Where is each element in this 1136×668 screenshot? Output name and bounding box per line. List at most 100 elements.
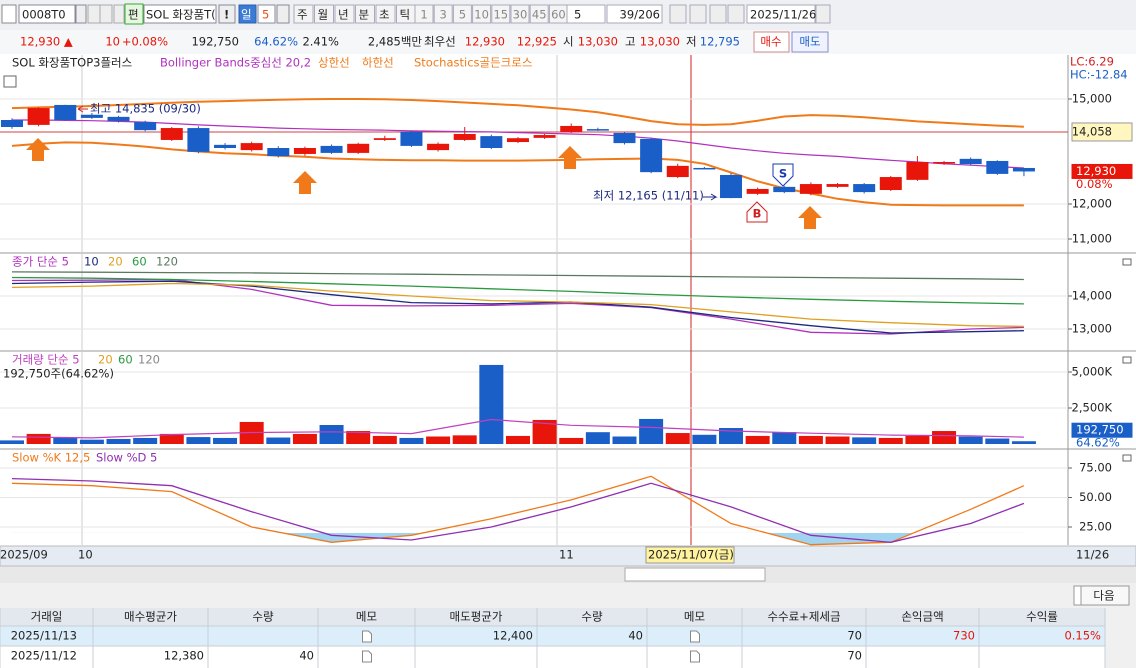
period-button[interactable] (334, 4, 355, 24)
icon-button[interactable] (727, 4, 745, 24)
memo-icon[interactable] (362, 650, 372, 663)
volume-bar (346, 431, 371, 444)
column-header: 수익률 (1026, 610, 1058, 624)
candle-body (666, 165, 689, 178)
dropdown[interactable] (276, 4, 290, 24)
minute-button[interactable] (529, 4, 549, 24)
alert-button[interactable] (218, 4, 236, 24)
dropdown[interactable] (113, 4, 125, 24)
memo-icon[interactable] (690, 650, 700, 663)
icon-button[interactable] (99, 4, 113, 24)
date-label: 2025/09 (0, 548, 48, 562)
period-button[interactable] (293, 4, 314, 24)
icon-button[interactable] (689, 4, 707, 24)
table-cell: 40 (299, 649, 314, 663)
minute: 45 (532, 8, 547, 22)
candle-body (693, 167, 716, 170)
buy-button[interactable] (753, 31, 790, 53)
period-button[interactable] (355, 4, 375, 24)
minute-button[interactable] (414, 4, 434, 24)
edit-button[interactable] (124, 3, 144, 25)
volume-bar (745, 435, 770, 444)
volume-title: 거래량 단순 5 (12, 353, 80, 367)
candle-body (320, 145, 343, 153)
calendar-button[interactable] (815, 4, 831, 24)
minute-button[interactable] (491, 4, 511, 24)
next-button[interactable] (1080, 585, 1130, 606)
ma-line (11, 276, 1024, 305)
table-cell: 0.15% (1064, 629, 1101, 643)
quote-high_label: 고 (625, 35, 636, 49)
y-tick-label: 13,000 (1072, 322, 1112, 336)
name-input[interactable] (143, 4, 217, 24)
volume-bar (612, 436, 637, 444)
icon-button[interactable] (669, 4, 687, 24)
column-header: 수수료+제세금 (767, 610, 840, 624)
candle-body (453, 134, 476, 140)
quote-low: 12,795 (700, 35, 740, 49)
dropdown[interactable] (75, 4, 87, 24)
icon-button[interactable] (87, 4, 101, 24)
legend-name: SOL 화장품TOP3플러스 (12, 56, 132, 70)
panel-icon[interactable] (1122, 356, 1132, 364)
volume-bar (133, 437, 158, 444)
date: 2025/11/26 (750, 8, 816, 22)
table-scrollbar (1105, 608, 1136, 668)
tool-row (0, 583, 1136, 608)
quote-best_label: 최우선 (424, 35, 456, 49)
y-tick-label: 15,000 (1072, 91, 1112, 105)
minute-button[interactable] (472, 4, 492, 24)
next[interactable]: 다음 (1093, 589, 1114, 603)
date-input[interactable] (746, 4, 816, 24)
candle-body (933, 162, 956, 164)
candle-body (533, 135, 556, 138)
memo-icon[interactable] (362, 630, 372, 643)
table-cell: 70 (847, 629, 862, 643)
volume-bar (985, 438, 1010, 444)
period-button[interactable] (314, 4, 334, 24)
buy[interactable]: 매수 (760, 35, 781, 49)
table-cell: 12,380 (164, 649, 204, 663)
minute-button[interactable] (510, 4, 530, 24)
memo-icon[interactable] (690, 630, 700, 643)
count-input[interactable] (566, 4, 606, 24)
panel-icon[interactable] (3, 75, 17, 88)
stoch-d-name: Slow %D 5 (96, 451, 157, 465)
range-input[interactable] (606, 4, 663, 24)
volume-bar (559, 437, 584, 444)
scroll-thumb[interactable] (624, 567, 766, 582)
sell[interactable]: 매도 (799, 35, 820, 49)
table-cell: 70 (847, 649, 862, 663)
period-button[interactable] (375, 4, 396, 24)
legend-entry: 20 (108, 255, 123, 269)
period-button[interactable] (238, 4, 257, 24)
volume-bar (1011, 441, 1036, 444)
icon-button[interactable] (709, 4, 727, 24)
signal-arrow (798, 206, 822, 229)
low-note: 최저 12,165 (11/11) (593, 189, 704, 203)
candle-body (879, 177, 902, 191)
panel-icon[interactable] (1122, 454, 1132, 462)
date-label: 11 (559, 548, 574, 562)
panel-icon[interactable] (1122, 258, 1132, 266)
minute-button[interactable] (433, 4, 453, 24)
reference-value: 14,058 (1072, 124, 1112, 138)
minute: 1 (420, 8, 427, 22)
high-arrow (77, 105, 88, 113)
minute-button[interactable] (452, 4, 472, 24)
volume-bar (932, 431, 957, 444)
stoch-d (11, 477, 1025, 543)
y-tick-label: 11,000 (1072, 232, 1112, 246)
legend-upper: 상한선 (318, 56, 350, 70)
low-arrow (703, 193, 718, 201)
period-n[interactable] (257, 4, 276, 24)
buy-marker (746, 201, 768, 223)
y-tick-label: 14,000 (1072, 289, 1112, 303)
sell-button[interactable] (791, 31, 829, 53)
buy-marker-label: B (753, 207, 762, 221)
icon-window[interactable] (1, 4, 17, 24)
y-tick-label: 25.00 (1079, 520, 1112, 534)
table-row (0, 646, 1105, 668)
code-input[interactable] (18, 4, 76, 24)
quote-diff: 10 (105, 35, 120, 49)
